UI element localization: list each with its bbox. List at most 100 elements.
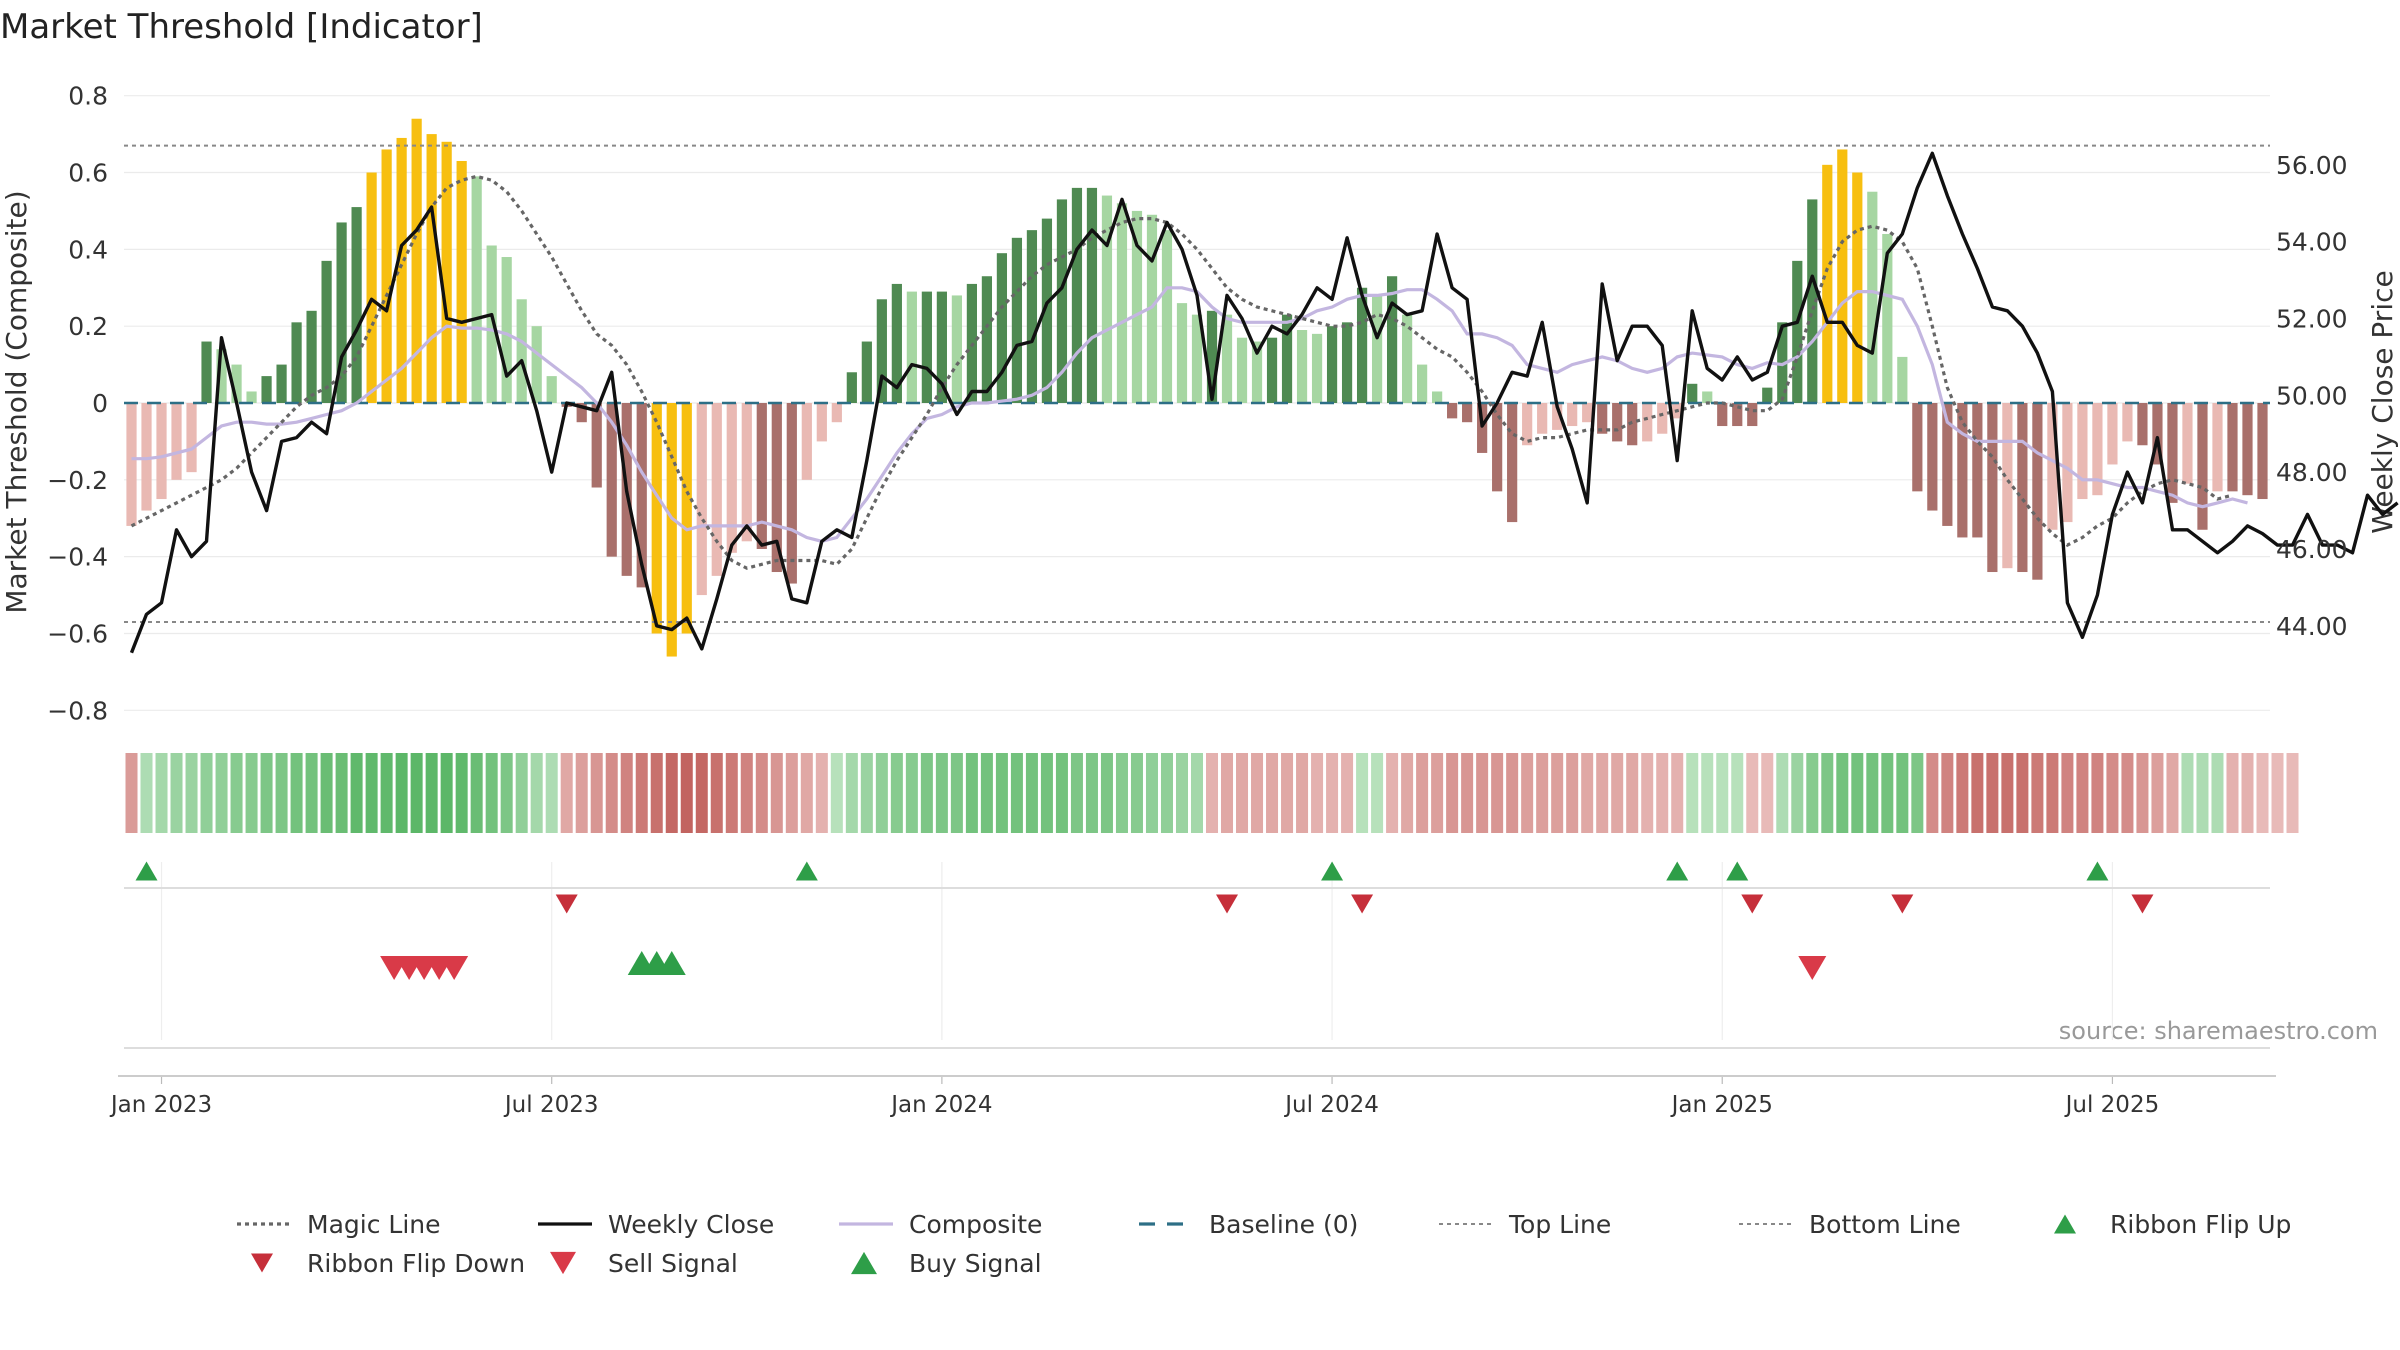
ribbon-segment xyxy=(560,753,573,833)
ribbon-segment xyxy=(1130,753,1143,833)
ribbon-segment xyxy=(875,753,888,833)
composite-bar xyxy=(1687,383,1698,403)
composite-bar xyxy=(1206,310,1218,403)
composite-bar xyxy=(1867,191,1878,403)
composite-bar xyxy=(2107,403,2118,465)
ribbon-segment xyxy=(890,753,903,833)
ribbon-segment xyxy=(1731,753,1744,833)
composite-bar xyxy=(606,403,617,557)
composite-bar xyxy=(351,207,362,403)
legend-marker xyxy=(2054,1214,2076,1234)
ribbon-segment xyxy=(905,753,918,833)
composite-bar xyxy=(2017,403,2028,573)
composite-bar xyxy=(2092,403,2103,496)
composite-bar xyxy=(291,322,302,403)
composite-bar xyxy=(696,403,707,596)
composite-bar xyxy=(441,141,452,403)
composite-bar xyxy=(396,137,407,403)
composite-bar xyxy=(1492,403,1503,492)
ribbon-segment xyxy=(1911,753,1924,833)
ribbon-segment xyxy=(1686,753,1699,833)
ribbon-segment xyxy=(950,753,963,833)
composite-bar xyxy=(546,376,557,403)
ribbon-segment xyxy=(2031,753,2044,833)
ribbon-segment xyxy=(965,753,978,833)
composite-bar xyxy=(1702,391,1713,403)
legend: Magic Line Weekly Close Composite Baseline … xyxy=(237,1210,2291,1278)
ribbon-segment xyxy=(350,753,363,833)
series-lines xyxy=(124,144,2399,654)
ribbon-segment xyxy=(200,753,213,833)
composite-bar xyxy=(1311,333,1323,403)
composite-bar xyxy=(1101,195,1113,403)
composite-bar xyxy=(681,403,692,634)
ribbon-segment xyxy=(1356,753,1369,833)
legend-label: Weekly Close xyxy=(608,1210,774,1239)
composite-bar xyxy=(591,403,602,488)
ribbon-segment xyxy=(395,753,408,833)
composite-bar xyxy=(2242,403,2253,496)
composite-bar xyxy=(171,403,182,480)
composite-bar xyxy=(846,372,857,403)
composite-bar xyxy=(1777,322,1788,403)
ribbon-segment xyxy=(1251,753,1264,833)
ribbon-segment xyxy=(1836,753,1849,833)
composite-bar xyxy=(1056,199,1068,403)
ribbon-segment xyxy=(275,753,288,833)
legend-marker xyxy=(851,1251,877,1275)
ribbon-segment xyxy=(2061,753,2074,833)
composite-bar xyxy=(1747,403,1758,427)
composite-bar xyxy=(2227,403,2238,492)
legend-label: Sell Signal xyxy=(608,1249,738,1278)
composite-bar xyxy=(636,403,647,588)
composite-bar xyxy=(1942,403,1953,526)
composite-bar xyxy=(336,222,347,403)
x-tick-label: Jan 2025 xyxy=(1670,1092,1773,1118)
composite-bar xyxy=(246,391,257,403)
ribbon-segment xyxy=(1626,753,1639,833)
composite-bar xyxy=(186,403,197,473)
composite-bar xyxy=(1432,391,1443,403)
ribbon-segment xyxy=(1206,753,1219,833)
composite-bar xyxy=(1386,276,1398,403)
composite-bar xyxy=(1371,295,1383,403)
legend-label: Buy Signal xyxy=(909,1249,1042,1278)
composite-bar xyxy=(1792,260,1803,403)
composite-bar xyxy=(1552,403,1563,430)
ribbon-segment xyxy=(1596,753,1609,833)
composite-bar xyxy=(2047,403,2058,530)
ribbon-segment xyxy=(365,753,378,833)
ribbon-segment xyxy=(1896,753,1909,833)
composite-bar xyxy=(771,403,782,573)
ribbon-strip xyxy=(125,753,2299,833)
ribbon-segment xyxy=(755,753,768,833)
composite-bar xyxy=(1026,230,1038,403)
composite-bar xyxy=(1281,314,1293,403)
ribbon-segment xyxy=(1926,753,1939,833)
chart-title: Market Threshold [Indicator] xyxy=(0,7,483,47)
ribbon-segment xyxy=(230,753,243,833)
composite-bar xyxy=(1507,403,1518,523)
ribbon-segment xyxy=(845,753,858,833)
ribbon-segment xyxy=(1506,753,1519,833)
ribbon-segment xyxy=(2211,753,2224,833)
y2-tick-label: 54.00 xyxy=(2276,228,2348,257)
y-tick-label: 0 xyxy=(92,389,108,418)
ribbon-segment xyxy=(785,753,798,833)
composite-bar xyxy=(756,403,767,549)
composite-bar xyxy=(2122,403,2133,442)
y2-tick-label: 56.00 xyxy=(2276,151,2348,180)
ribbon-flip-down-marker xyxy=(1891,894,1914,914)
ribbon-segment xyxy=(1566,753,1579,833)
ribbon-segment xyxy=(2241,753,2254,833)
composite-bar xyxy=(1251,341,1263,403)
y2-axis-label: Weekly Close Price xyxy=(2366,270,2399,533)
composite-bar xyxy=(1897,356,1908,403)
source-label: source: sharemaestro.com xyxy=(2059,1017,2378,1045)
composite-bar xyxy=(2137,403,2148,446)
composite-bar xyxy=(1567,403,1578,427)
axes: 0.8 0.6 0.4 0.2 0 −0.2 −0.4 −0.6 −0.8 56.00 54.00 5… xyxy=(47,82,2347,1118)
ribbon-segment xyxy=(290,753,303,833)
ribbon-segment xyxy=(1656,753,1669,833)
ribbon-segment xyxy=(995,753,1008,833)
